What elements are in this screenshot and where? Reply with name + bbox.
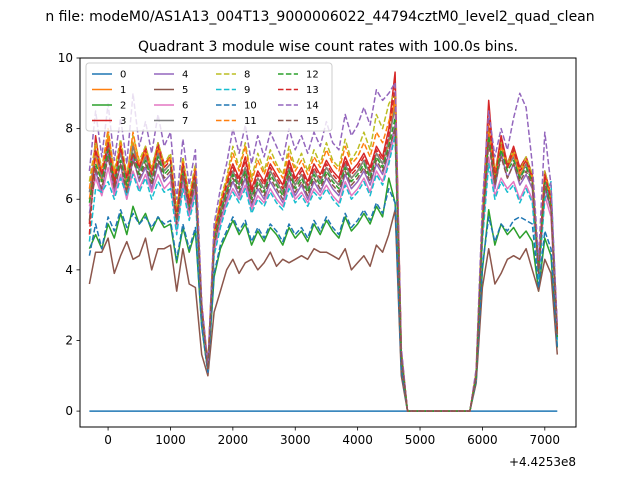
series-line-5	[88, 209, 559, 412]
plot-frame	[79, 57, 577, 428]
legend-label-8: 8	[244, 70, 250, 81]
series-line-14	[88, 81, 559, 412]
legend-label-10: 10	[244, 101, 257, 112]
legend-box	[85, 62, 333, 132]
legend-label-11: 11	[244, 116, 257, 127]
y-tick-label: 8	[65, 122, 73, 136]
legend-label-3: 3	[120, 116, 126, 127]
x-tick-label: 1000	[155, 433, 186, 447]
x-offset-label: +4.4253e8	[509, 455, 576, 469]
series-line-2	[88, 177, 559, 412]
x-tick-label: 3000	[280, 433, 311, 447]
series-line-10	[88, 187, 559, 412]
legend-label-2: 2	[120, 101, 126, 112]
chart-title: Quadrant 3 module wise count rates with …	[138, 39, 518, 55]
x-tick-label: 5000	[405, 433, 436, 447]
y-tick-label: 6	[65, 192, 73, 206]
y-tick-label: 0	[65, 404, 73, 418]
legend-label-1: 1	[120, 85, 126, 96]
series-line-12	[88, 117, 559, 412]
legend-label-5: 5	[182, 85, 188, 96]
y-axis: 0 2 4 6 8 10	[58, 51, 80, 418]
y-tick-label: 10	[58, 51, 73, 65]
y-tick-label: 2	[65, 333, 73, 347]
legend-label-4: 4	[182, 70, 188, 81]
legend-label-14: 14	[306, 101, 319, 112]
x-axis: 0 1000 2000 3000 4000 5000 6000 7000	[104, 427, 560, 447]
series-line-15	[88, 127, 559, 412]
x-tick-label: 0	[104, 433, 112, 447]
legend-label-9: 9	[244, 85, 250, 96]
chart-suptitle: n file: modeM0/AS1A13_004T13_9000006022_…	[45, 9, 594, 25]
legend-label-7: 7	[182, 116, 188, 127]
legend-label-0: 0	[120, 70, 126, 81]
x-tick-label: 2000	[218, 433, 249, 447]
x-tick-label: 7000	[530, 433, 561, 447]
legend-label-13: 13	[306, 85, 319, 96]
x-tick-label: 4000	[342, 433, 373, 447]
series-layer	[88, 71, 559, 412]
legend-label-12: 12	[306, 70, 319, 81]
legend-label-6: 6	[182, 101, 188, 112]
y-tick-label: 4	[65, 263, 73, 277]
legend-label-15: 15	[306, 116, 319, 127]
x-tick-label: 6000	[467, 433, 498, 447]
